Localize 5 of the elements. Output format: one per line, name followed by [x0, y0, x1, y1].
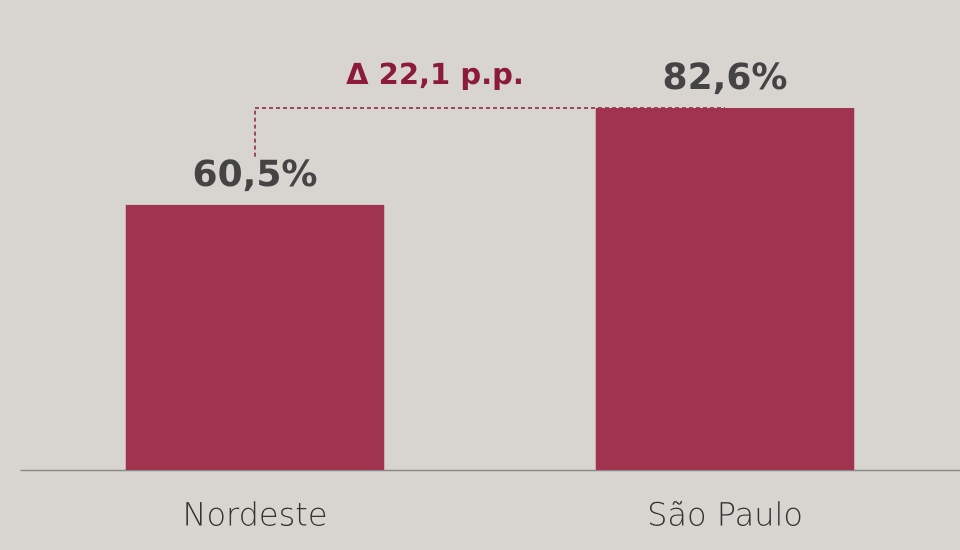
data-label: 82,6%	[662, 57, 788, 98]
x-tick-label: São Paulo	[647, 496, 803, 534]
text: Δ 22,1 p.p.	[346, 57, 524, 91]
x-tick-label: Nordeste	[182, 496, 328, 534]
data-label: 60,5%	[192, 154, 318, 195]
